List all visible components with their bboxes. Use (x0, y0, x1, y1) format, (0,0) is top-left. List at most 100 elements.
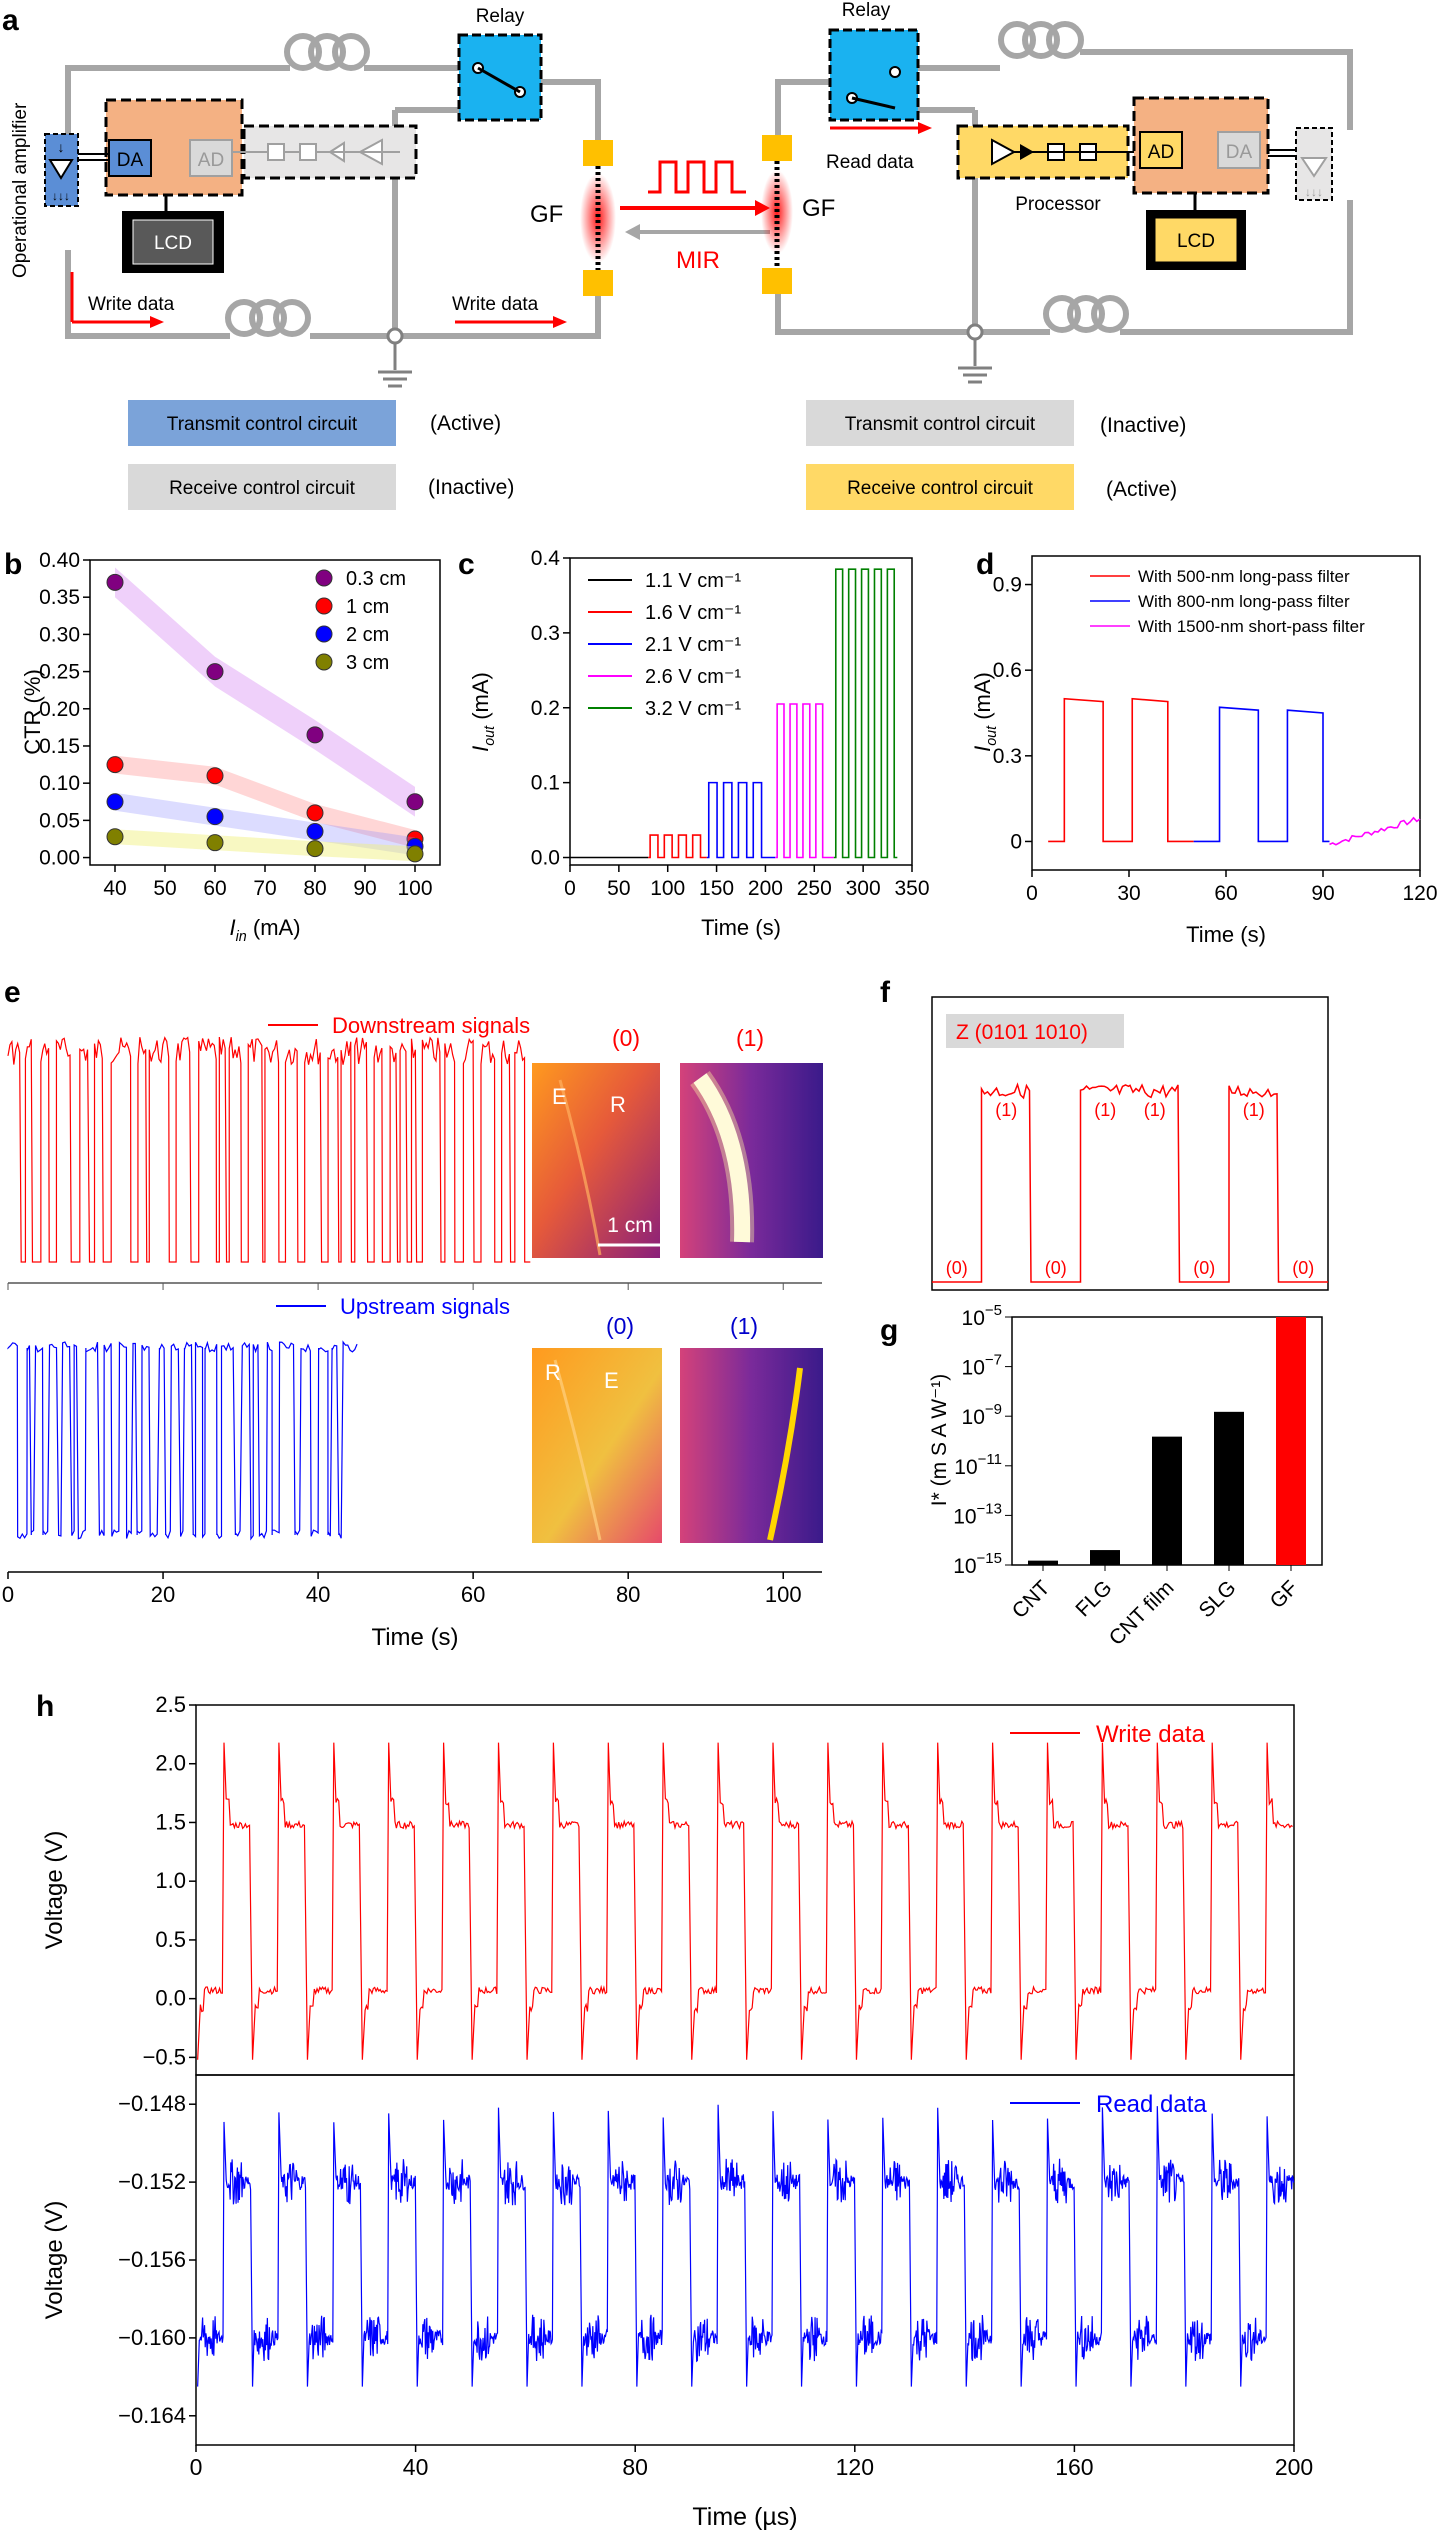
right-receive-state: (Active) (1106, 478, 1177, 501)
d-ylabel: Iout (mA) (970, 672, 1000, 752)
chart-f: Z (0101 1010) (0) (1) (0) (1) (1) (0) (1) (0) (931, 996, 1329, 1291)
b-legend-marker (315, 597, 333, 615)
panel-label-c: c (458, 548, 475, 581)
g-bar (1214, 1411, 1244, 1565)
write-data-label-1: Write data (88, 294, 175, 315)
state0-label-up: (0) (606, 1313, 634, 1339)
ir-label-e-2: E (604, 1368, 619, 1393)
ir-scale-bar: 1 cm (607, 1214, 653, 1237)
b-point (106, 756, 124, 774)
b-legend-marker (315, 653, 333, 671)
f-bit-label: (1) (995, 1100, 1017, 1120)
left-receive-state: (Inactive) (428, 476, 514, 499)
ir-label-r-1: R (610, 1092, 626, 1117)
left-gf-emitter: GF (530, 140, 616, 296)
b-y-tick-label: 0.30 (39, 623, 80, 646)
b-point (206, 663, 224, 681)
right-coil-bottom (1043, 295, 1129, 333)
b-x-tick-label: 70 (253, 877, 276, 900)
b-legend-marker (315, 569, 333, 587)
h-y-tick-label: 1.0 (155, 1868, 186, 1893)
left-gf-label: GF (530, 201, 563, 228)
h-y-tick-label: −0.5 (143, 2044, 186, 2069)
h-x-tick-label: 160 (1055, 2454, 1093, 2480)
right-relay: Relay (828, 0, 920, 122)
h-x-tick-label: 120 (836, 2454, 874, 2480)
e-x-tick-label: 80 (616, 1582, 640, 1607)
h-xlabel: Time (µs) (692, 2503, 797, 2531)
b-y-tick-label: 0.05 (39, 809, 80, 832)
g-y-tick-label: 10−15 (953, 1550, 1002, 1578)
h-y-tick-label: −0.156 (118, 2247, 186, 2272)
chart-d: 0 30 60 90 120 0 0.3 0.6 0.9 Iout (mA) Time (s) Wit… (970, 555, 1438, 947)
ir-image-up-0 (532, 1348, 662, 1543)
g-x-tick-label: FLG (1071, 1576, 1116, 1621)
left-write-arrows: Write data Write data (70, 272, 567, 328)
f-bit-label: (1) (1144, 1100, 1166, 1120)
c-x-tick-label: 200 (748, 877, 783, 900)
g-x-tick-label: CNT film (1105, 1576, 1179, 1650)
right-transmit-label: Transmit control circuit (845, 414, 1036, 435)
c-y-tick-label: 0.2 (531, 697, 560, 720)
c-series-line (775, 703, 834, 859)
b-y-tick-label: 0.00 (39, 847, 80, 870)
left-lcd-label: LCD (154, 233, 192, 254)
right-receive-label: Receive control circuit (847, 478, 1034, 499)
g-bar (1028, 1560, 1058, 1565)
d-x-tick-label: 120 (1402, 882, 1437, 905)
c-series-line (833, 568, 898, 859)
h-y-tick-label: 0.0 (155, 1986, 186, 2011)
svg-text:↓: ↓ (58, 139, 65, 155)
panel-e-images: E R 1 cm (0) (1) R E (0) (1) (532, 1025, 823, 1543)
panel-label-f: f (880, 976, 891, 1009)
e-up-legend-label: Upstream signals (340, 1294, 510, 1319)
mir-link: MIR (620, 160, 770, 274)
state1-label-up: (1) (730, 1313, 758, 1339)
d-series-line (1329, 816, 1421, 846)
panel-label-e: e (4, 976, 21, 1009)
b-xlabel: Iin (mA) (229, 915, 300, 945)
h-y-tick-label: 2.0 (155, 1751, 186, 1776)
plot-frame (569, 557, 913, 866)
b-point (306, 726, 324, 744)
b-point (306, 823, 324, 841)
e-x-tick-label: 40 (306, 1582, 330, 1607)
d-xlabel: Time (s) (1186, 922, 1266, 947)
d-x-tick-label: 60 (1214, 882, 1237, 905)
e-downstream-line (7, 1036, 531, 1263)
left-receive-label: Receive control circuit (169, 478, 356, 499)
right-lcd: LCD (1146, 193, 1246, 270)
b-band-2 (115, 792, 415, 856)
f-title-bg (946, 1014, 1124, 1048)
right-coil-top (998, 21, 1084, 59)
panel-a: a ↓ ↓↓↓ Op (2, 0, 1353, 510)
b-legend-marker (315, 625, 333, 643)
h-x-tick-label: 200 (1275, 2454, 1313, 2480)
c-legend-label: 1.6 V cm⁻¹ (645, 602, 741, 624)
c-x-tick-label: 100 (650, 877, 685, 900)
chart-h: −0.5 0.0 0.5 1.0 1.5 2.0 2.5 Voltage (V) Write d… (41, 1692, 1313, 2531)
d-y-tick-label: 0 (1010, 830, 1022, 853)
c-x-tick-label: 150 (699, 877, 734, 900)
mir-label: MIR (676, 247, 720, 274)
chart-c: 0 50 100 150 200 250 300 350 0.0 0.1 0.2 0.3 0.4 Iout… (468, 547, 930, 940)
b-x-tick-label: 50 (153, 877, 176, 900)
b-x-tick-label: 40 (103, 877, 126, 900)
d-series-line (1048, 697, 1194, 843)
b-legend-label: 0.3 cm (346, 568, 406, 590)
b-point (406, 845, 424, 863)
g-x-tick-label: GF (1266, 1576, 1303, 1613)
g-y-tick-label: 10−7 (962, 1352, 1002, 1380)
diagram-legend: Transmit control circuit (Active) Receiv… (128, 400, 1186, 510)
c-legend-label: 3.2 V cm⁻¹ (645, 698, 741, 720)
left-coil-top (284, 33, 370, 71)
e-xlabel: Time (s) (371, 1624, 458, 1651)
b-y-tick-label: 0.15 (39, 735, 80, 758)
f-bit-label: (0) (946, 1258, 968, 1278)
c-x-tick-label: 350 (894, 877, 929, 900)
svg-text:↓↓↓: ↓↓↓ (52, 189, 70, 203)
processor-label: Processor (1015, 194, 1101, 215)
b-legend-label: 2 cm (346, 624, 389, 646)
left-transmit-state: (Active) (430, 412, 501, 435)
